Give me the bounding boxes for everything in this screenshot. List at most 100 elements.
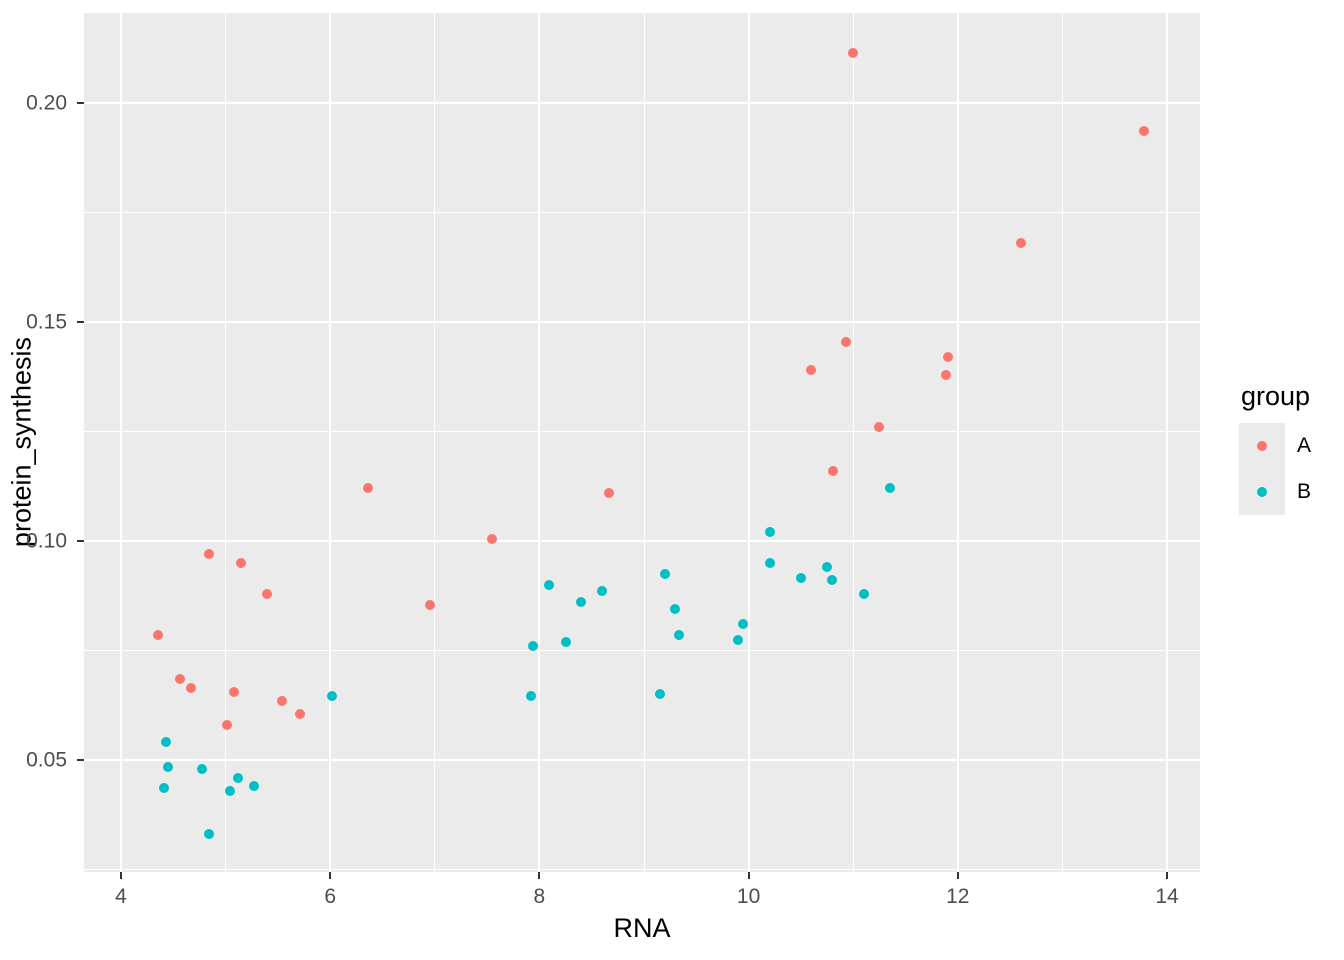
data-point-a (943, 352, 954, 363)
data-point-a (228, 687, 239, 698)
data-point-a (424, 599, 435, 610)
y-axis-title: protein_synthesis (6, 336, 37, 548)
y-axis-tick-label: 0.15 (26, 310, 67, 334)
legend-key-swatch-b (1239, 469, 1285, 515)
legend-key-swatch-a (1239, 423, 1285, 469)
data-point-a (186, 682, 197, 693)
data-point-a (294, 709, 305, 719)
data-point-a (221, 719, 232, 730)
plot-panel (84, 13, 1200, 872)
x-axis-tick (747, 872, 750, 879)
data-point-a (604, 487, 615, 498)
y-axis-tick (77, 102, 84, 104)
x-axis-tick (329, 872, 332, 879)
legend-point-icon-a (1257, 441, 1267, 451)
data-point-b (670, 603, 681, 614)
legend-title: group (1241, 381, 1311, 411)
data-point-b (196, 763, 207, 774)
data-point-a (487, 533, 498, 544)
data-point-b (233, 772, 244, 783)
y-axis-tick-label: 0.10 (26, 529, 67, 553)
data-point-a (848, 47, 859, 58)
data-point-b (858, 588, 869, 599)
gridline-major-x (120, 13, 122, 872)
data-point-b (673, 630, 684, 641)
data-point-b (160, 737, 171, 748)
x-axis-tick (1166, 872, 1168, 879)
data-point-b (654, 689, 665, 700)
data-point-a (1015, 238, 1026, 249)
data-point-b (560, 636, 571, 647)
data-point-a (174, 673, 185, 684)
legend-entry-b: B (1239, 469, 1311, 515)
data-point-a (277, 695, 288, 706)
x-axis-tick-label: 12 (946, 885, 970, 908)
x-axis-tick-label: 6 (324, 885, 337, 908)
gridline-major-x (1166, 13, 1168, 872)
data-point-b (528, 641, 539, 652)
gridline-minor-x (852, 13, 854, 872)
data-point-b (203, 829, 214, 840)
gridline-major-x (538, 13, 541, 872)
legend-label-a: A (1297, 434, 1312, 457)
x-axis-tick (956, 872, 959, 879)
data-point-b (884, 483, 895, 494)
legend: group A B (1239, 381, 1311, 515)
x-axis-tick (120, 872, 122, 879)
data-point-a (152, 630, 163, 641)
gridline-major-y (84, 759, 1200, 761)
data-point-b (158, 783, 169, 794)
gridline-minor-y (84, 431, 1200, 432)
x-axis-tick-label: 10 (736, 885, 761, 908)
data-point-a (262, 588, 273, 599)
x-axis-title: RNA (613, 913, 671, 943)
data-point-b (576, 597, 587, 608)
gridline-minor-x (225, 13, 227, 872)
gridline-major-y (84, 321, 1200, 323)
gridline-minor-x (434, 13, 436, 872)
gridline-minor-y (84, 650, 1200, 651)
data-point-b (764, 527, 775, 538)
gridline-major-y (84, 102, 1200, 104)
legend-entry-a: A (1239, 423, 1311, 469)
data-point-b (224, 785, 235, 796)
data-point-a (806, 365, 817, 376)
data-point-b (248, 781, 259, 792)
y-axis-tick (77, 540, 84, 542)
gridline-major-x (329, 13, 332, 872)
gridline-minor-y (84, 212, 1200, 213)
data-point-b (543, 579, 554, 590)
data-point-a (874, 422, 885, 433)
x-axis-tick-label: 14 (1155, 885, 1179, 908)
gridline-minor-y (84, 869, 1200, 870)
data-point-b (827, 575, 838, 586)
data-point-a (1138, 126, 1149, 137)
data-point-b (597, 586, 608, 597)
data-point-a (941, 369, 952, 380)
legend-label-b: B (1297, 480, 1312, 503)
data-point-a (828, 465, 839, 476)
data-point-b (327, 691, 338, 702)
data-point-a (362, 483, 373, 494)
data-point-b (163, 761, 174, 772)
legend-point-icon-b (1257, 487, 1267, 497)
x-axis-tick-label: 8 (533, 885, 546, 908)
y-axis-tick-label: 0.05 (26, 748, 67, 772)
gridline-major-x (956, 13, 959, 872)
data-point-b (526, 691, 537, 702)
x-axis-tick (538, 872, 541, 879)
data-point-b (764, 557, 775, 568)
data-point-b (738, 619, 749, 630)
data-point-a (840, 336, 851, 347)
y-axis-tick-label: 0.20 (26, 91, 67, 115)
gridline-minor-x (643, 13, 645, 872)
data-point-b (795, 573, 806, 584)
gridline-major-y (84, 540, 1200, 542)
data-point-a (203, 549, 214, 560)
y-axis-tick (77, 759, 84, 761)
y-axis-tick (77, 321, 84, 323)
data-point-b (733, 634, 744, 645)
x-axis-tick-label: 4 (115, 885, 127, 908)
data-point-b (659, 568, 670, 579)
